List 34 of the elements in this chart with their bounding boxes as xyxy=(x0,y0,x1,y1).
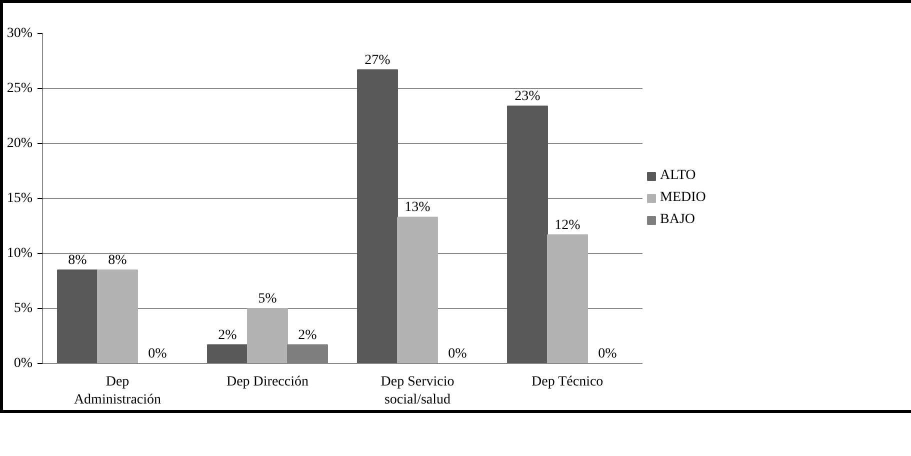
y-tick-label: 20% xyxy=(6,136,33,151)
y-tick-label: 25% xyxy=(6,81,33,96)
x-tick-label: Dep Administración xyxy=(74,374,162,408)
legend-label: MEDIO xyxy=(660,190,706,206)
bar xyxy=(247,308,288,364)
y-tick-label: 5% xyxy=(14,301,33,316)
bar xyxy=(57,270,98,364)
data-label: 13% xyxy=(404,200,431,216)
data-label: 27% xyxy=(364,52,391,68)
bar xyxy=(507,106,548,364)
data-label: 12% xyxy=(554,218,581,233)
data-label: 8% xyxy=(108,253,128,268)
x-tick-label: Dep Servicio social/salud xyxy=(380,374,454,408)
legend-label: BAJO xyxy=(660,212,696,228)
bar xyxy=(397,216,438,364)
data-label: 0% xyxy=(598,346,618,362)
y-tick-label: 30% xyxy=(6,26,33,41)
data-label: 0% xyxy=(148,346,168,362)
data-label: 23% xyxy=(514,89,541,104)
y-tick-label: 10% xyxy=(6,246,33,261)
x-tick-label: Dep Técnico xyxy=(532,374,604,390)
bar xyxy=(357,69,398,364)
y-tick-label: 0% xyxy=(14,356,33,371)
bar xyxy=(97,270,138,364)
data-label: 0% xyxy=(448,346,468,362)
x-tick-label: Dep Dirección xyxy=(226,374,309,390)
legend-label: ALTO xyxy=(660,168,696,184)
data-label: 5% xyxy=(258,292,278,306)
bar xyxy=(547,234,588,364)
y-tick-label: 15% xyxy=(6,191,33,206)
data-label: 8% xyxy=(68,253,88,268)
bar xyxy=(207,344,248,364)
data-label: 2% xyxy=(298,328,318,343)
data-label: 2% xyxy=(218,328,238,343)
